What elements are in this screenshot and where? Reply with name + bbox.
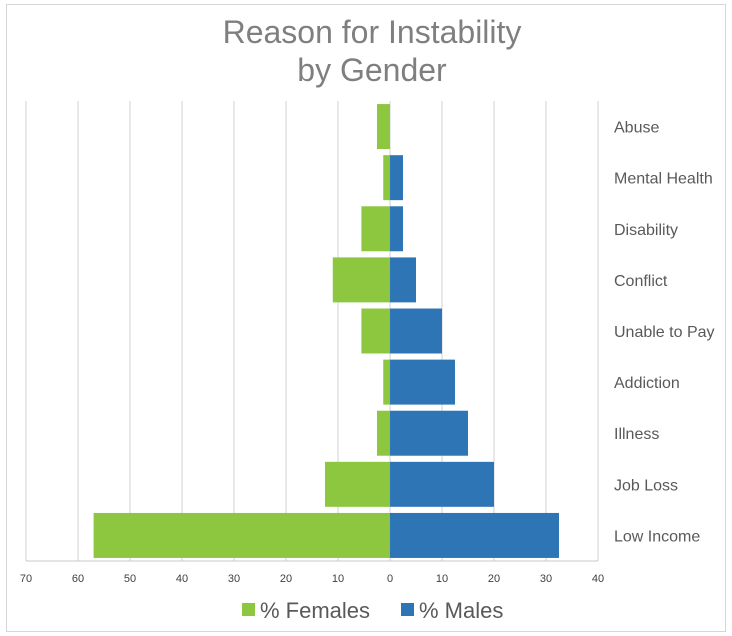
legend: % Females % Males bbox=[242, 598, 503, 623]
x-axis-tick-labels: 70 60 50 40 30 20 10 0 10 20 30 40 bbox=[20, 573, 604, 585]
category-label: Addiction bbox=[614, 375, 680, 392]
legend-label-females: % Females bbox=[260, 598, 370, 623]
x-tick-label: 30 bbox=[540, 573, 552, 585]
bar-females-disability bbox=[361, 206, 390, 252]
x-tick-label: 20 bbox=[280, 573, 292, 585]
bar-males-mental-health bbox=[390, 155, 403, 201]
legend-label-males: % Males bbox=[419, 598, 503, 623]
bar-males-disability bbox=[390, 206, 403, 252]
x-tick-label: 20 bbox=[488, 573, 500, 585]
bar-females-mental-health bbox=[383, 155, 390, 201]
category-label: Unable to Pay bbox=[614, 324, 715, 341]
bar-females-abuse bbox=[377, 104, 390, 150]
x-tick-label: 10 bbox=[332, 573, 344, 585]
x-tick-label: 40 bbox=[176, 573, 188, 585]
bar-females-addiction bbox=[383, 359, 390, 405]
category-label: Disability bbox=[614, 222, 678, 239]
legend-swatch-females bbox=[242, 603, 255, 616]
legend-swatch-males bbox=[401, 603, 414, 616]
category-labels: Abuse Mental Health Disability Conflict Unab… bbox=[614, 120, 715, 546]
x-tick-label: 50 bbox=[124, 573, 136, 585]
category-label: Conflict bbox=[614, 273, 668, 290]
bar-females-illness bbox=[377, 410, 390, 456]
bar-females-conflict bbox=[332, 257, 390, 303]
chart-title-line-2: by Gender bbox=[297, 52, 447, 88]
bar-males-illness bbox=[390, 410, 468, 456]
x-tick-label: 10 bbox=[436, 573, 448, 585]
bar-males-addiction bbox=[390, 359, 455, 405]
chart-title-line-1: Reason for Instability bbox=[223, 14, 522, 50]
bar-males-low-income bbox=[390, 512, 559, 558]
bars bbox=[93, 104, 559, 558]
bar-females-low-income bbox=[93, 512, 390, 558]
category-label: Low Income bbox=[614, 528, 700, 545]
category-label: Mental Health bbox=[614, 171, 713, 188]
x-tick-label: 0 bbox=[387, 573, 393, 585]
category-label: Abuse bbox=[614, 120, 659, 137]
category-label: Job Loss bbox=[614, 477, 678, 494]
bar-males-unable-to-pay bbox=[390, 308, 442, 354]
category-label: Illness bbox=[614, 426, 659, 443]
x-tick-label: 60 bbox=[72, 573, 84, 585]
bar-females-job-loss bbox=[325, 461, 390, 507]
bar-females-unable-to-pay bbox=[361, 308, 390, 354]
gridlines bbox=[25, 101, 599, 562]
bar-males-conflict bbox=[390, 257, 416, 303]
x-tick-label: 40 bbox=[592, 573, 604, 585]
x-tick-label: 70 bbox=[20, 573, 32, 585]
bar-males-job-loss bbox=[390, 461, 494, 507]
x-tick-label: 30 bbox=[228, 573, 240, 585]
